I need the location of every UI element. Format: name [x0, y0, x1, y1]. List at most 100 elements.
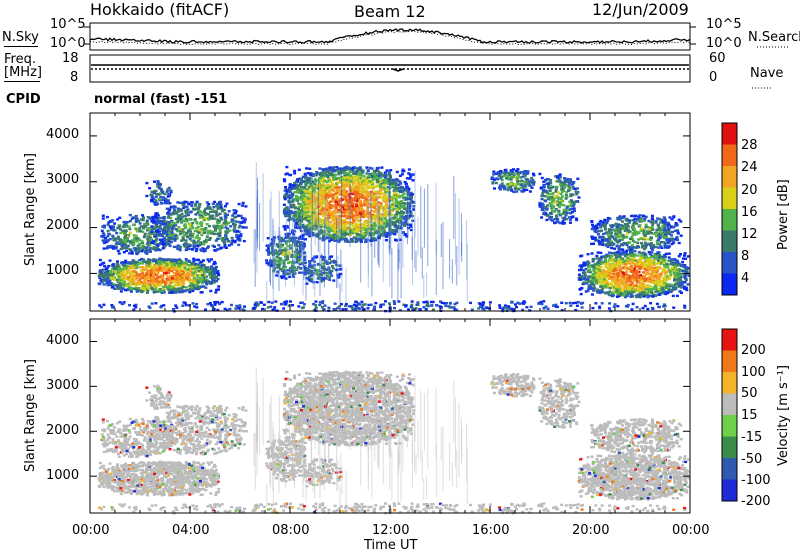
power-cell: [178, 291, 182, 294]
power-cell: [156, 180, 160, 183]
power-cell: [183, 200, 187, 203]
power-cell: [403, 202, 407, 205]
power-cell: [367, 176, 371, 179]
power-cell: [178, 227, 182, 231]
power-cell: [334, 218, 338, 221]
power-cell: [368, 174, 371, 177]
power-cell: [215, 224, 219, 227]
power-cell: [105, 240, 109, 244]
power-cell: [292, 203, 296, 207]
power-cell: [169, 263, 173, 266]
power-cell: [330, 265, 334, 268]
power-cell: [351, 166, 355, 170]
power-cell: [304, 179, 308, 183]
power-cell: [189, 269, 193, 272]
power-cell: [381, 174, 385, 177]
power-cell: [222, 208, 226, 212]
power-cell: [282, 209, 286, 212]
power-cell: [350, 209, 354, 212]
power-cell: [395, 170, 399, 174]
power-cell: [103, 274, 107, 277]
power-cell: [99, 271, 103, 274]
power-cell: [306, 269, 310, 272]
power-cell: [315, 201, 319, 205]
power-cell: [397, 183, 401, 186]
power-cell: [196, 285, 200, 289]
power-cell: [191, 221, 195, 225]
power-cell: [404, 216, 408, 219]
power-cell: [176, 207, 180, 210]
power-cell: [138, 274, 142, 277]
power-cell: [149, 272, 153, 275]
power-cell: [174, 224, 178, 227]
power-cell: [384, 225, 388, 228]
power-cell: [345, 217, 349, 220]
power-cell: [398, 207, 402, 210]
power-cell: [304, 232, 308, 236]
power-cell: [373, 224, 377, 228]
power-cell: [214, 291, 218, 294]
power-cell: [101, 272, 105, 275]
power-cell: [117, 237, 121, 241]
power-cell: [363, 177, 367, 180]
power-cell: [142, 225, 145, 228]
power-cell: [113, 276, 117, 279]
power-cell: [351, 187, 355, 190]
power-cell: [305, 181, 309, 185]
power-cell: [394, 204, 398, 208]
power-cell: [352, 236, 356, 239]
power-cell: [145, 221, 149, 224]
power-cell: [290, 192, 294, 195]
power-cell: [105, 246, 109, 250]
power-cell: [284, 186, 287, 189]
power-cell: [158, 238, 162, 241]
power-cell: [204, 249, 207, 252]
power-cell: [114, 242, 118, 246]
power-cell: [183, 289, 187, 292]
power-cell: [339, 186, 343, 189]
power-cell: [352, 172, 356, 175]
power-cell: [113, 229, 117, 232]
freq-panel-frame: [89, 54, 691, 83]
power-cell: [309, 184, 313, 188]
power-cell: [206, 267, 210, 270]
power-cell: [385, 203, 389, 206]
power-cell: [403, 233, 407, 236]
power-cell: [178, 249, 182, 252]
power-cell: [205, 235, 209, 238]
power-cell: [215, 204, 219, 207]
power-cell: [355, 168, 359, 171]
power-cell: [187, 217, 191, 221]
power-cell: [167, 261, 171, 265]
power-cell: [173, 268, 177, 271]
power-cell: [282, 203, 286, 206]
power-cell: [138, 247, 141, 250]
power-cell: [186, 245, 190, 248]
power-cell: [174, 259, 178, 263]
power-cell: [173, 233, 177, 236]
power-cell: [124, 267, 127, 270]
power-cell: [166, 195, 170, 198]
power-cell: [131, 238, 135, 242]
power-cell: [150, 229, 154, 232]
power-cell: [224, 234, 227, 237]
power-cell: [136, 275, 140, 278]
power-cell: [371, 217, 375, 221]
power-cell: [152, 191, 156, 195]
power-cell: [302, 201, 306, 204]
power-cell: [300, 213, 304, 217]
power-cell: [187, 229, 190, 232]
power-cell: [409, 212, 413, 215]
power-cell: [332, 228, 336, 231]
power-cell: [398, 203, 402, 206]
power-cell: [189, 233, 193, 236]
power-cell: [102, 247, 106, 250]
power-cell: [297, 217, 301, 220]
power-cell: [350, 204, 354, 207]
power-cell: [179, 280, 182, 283]
power-cell: [318, 197, 322, 200]
power-cell: [299, 178, 303, 181]
power-cell: [324, 168, 327, 172]
power-cell: [184, 239, 188, 242]
power-cell: [154, 277, 158, 281]
